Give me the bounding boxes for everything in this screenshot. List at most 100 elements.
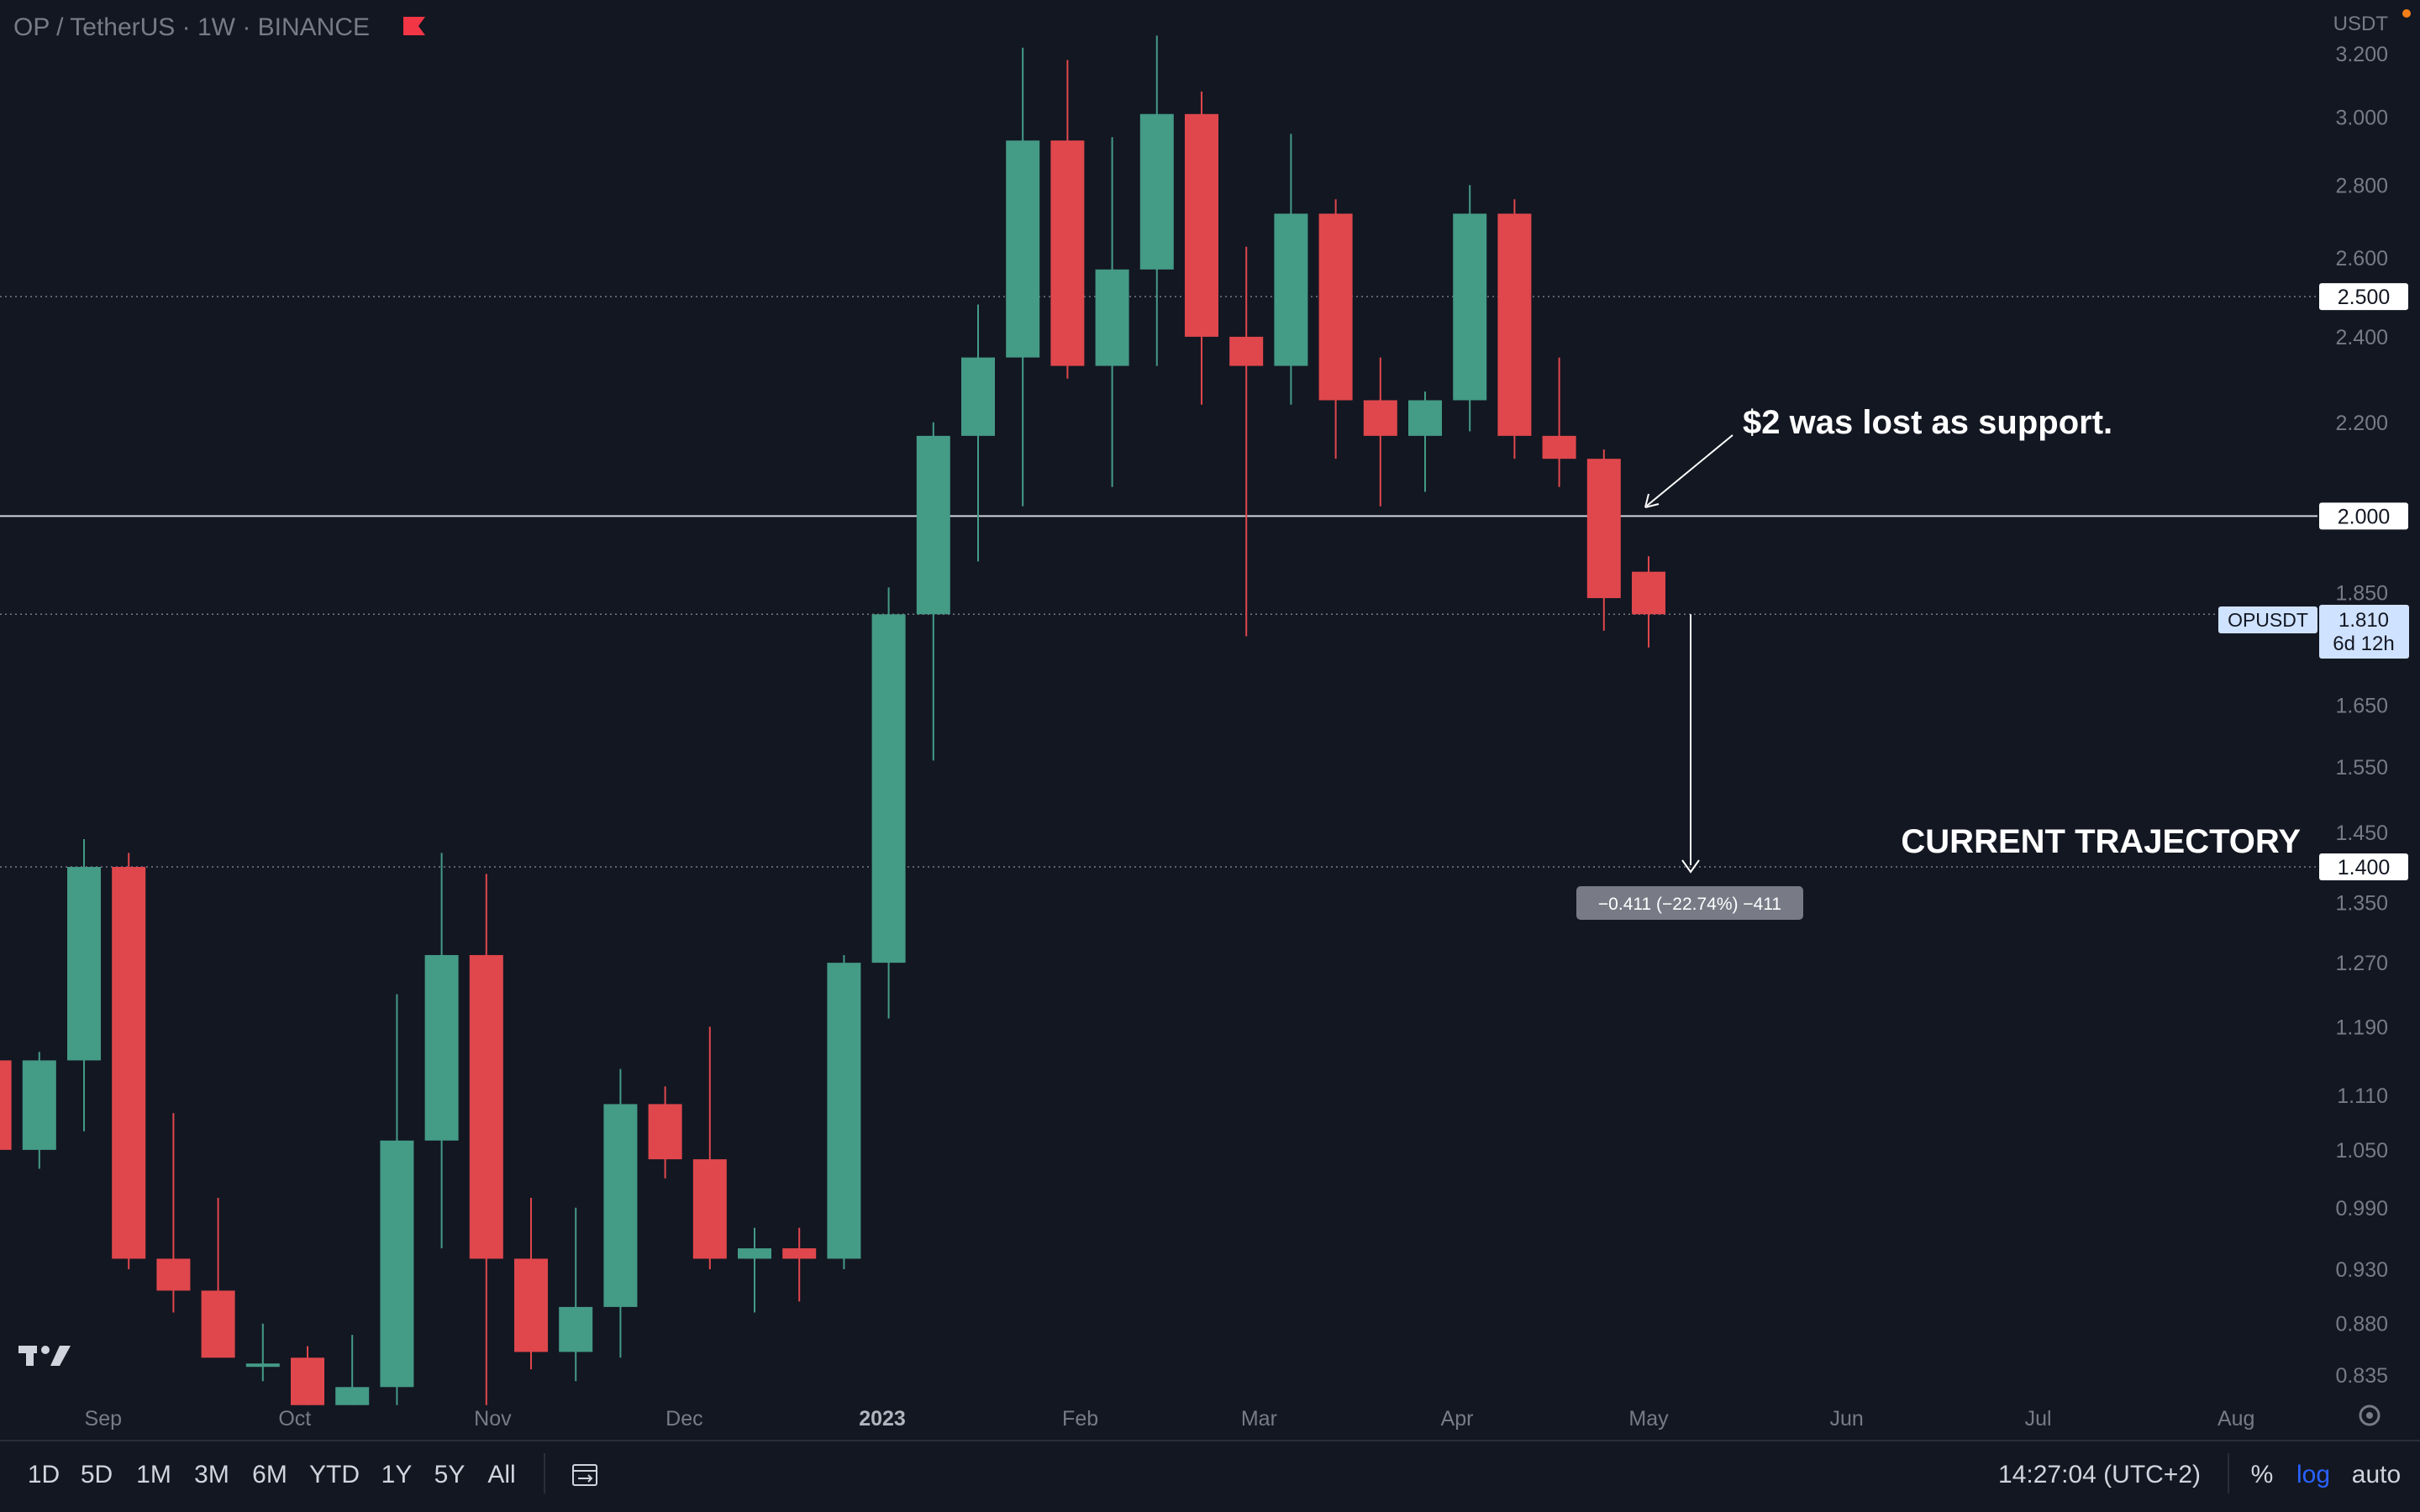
- candle-body: [692, 1159, 727, 1259]
- range-button[interactable]: 1M: [136, 1461, 171, 1488]
- auto-toggle[interactable]: auto: [2352, 1461, 2401, 1488]
- time-tick-label: May: [1628, 1407, 1669, 1431]
- price-tick-label: 0.990: [2335, 1197, 2388, 1221]
- candle-body: [245, 1363, 280, 1368]
- candle-body: [380, 1140, 414, 1388]
- time-tick-label: Apr: [1441, 1407, 1474, 1431]
- candle-body: [603, 1104, 638, 1307]
- time-tick-label: Mar: [1241, 1407, 1277, 1431]
- candle-body: [738, 1248, 771, 1259]
- candle-body: [871, 614, 906, 963]
- symbol-badge-text: OPUSDT: [2228, 609, 2308, 631]
- price-tick-label: 0.835: [2335, 1364, 2388, 1388]
- candle-body: [1095, 269, 1129, 366]
- time-tick-label: Dec: [666, 1407, 702, 1431]
- time-tick-label: Oct: [278, 1407, 311, 1431]
- clock[interactable]: 14:27:04 (UTC+2): [1998, 1461, 2201, 1488]
- range-button[interactable]: 6M: [252, 1461, 287, 1488]
- candle-body: [1006, 140, 1040, 358]
- log-toggle[interactable]: log: [2296, 1461, 2330, 1488]
- tradingview-logo[interactable]: [18, 1346, 71, 1366]
- range-button[interactable]: 5Y: [434, 1461, 466, 1488]
- candle-body: [514, 1258, 548, 1352]
- candle-body: [1050, 140, 1085, 366]
- support-annotation: $2 was lost as support.: [1743, 404, 2112, 441]
- support-arrow-head-icon: [1644, 493, 1660, 508]
- candle-body: [1274, 213, 1308, 366]
- candle-body: [648, 1104, 682, 1160]
- measure-label-box: [1576, 886, 1803, 920]
- price-tick-label: 2.600: [2335, 247, 2388, 270]
- price-tick-label: 1.650: [2335, 695, 2388, 718]
- logo-dot: [41, 1346, 50, 1354]
- price-axis[interactable]: 3.200 3.000 2.800 2.600 2.400 2.200 1.850 1.650…: [2335, 43, 2388, 1388]
- candle-body: [782, 1248, 817, 1259]
- candle-body: [469, 954, 503, 1259]
- price-tick-label: 1.450: [2335, 822, 2388, 845]
- notification-dot-icon: [2402, 9, 2411, 18]
- candle-body: [916, 435, 950, 615]
- candle-body: [1408, 400, 1442, 436]
- trajectory-annotation: CURRENT TRAJECTORY: [1901, 823, 2301, 860]
- price-tick-label: 3.000: [2335, 107, 2388, 130]
- candle-body: [1586, 459, 1621, 599]
- percent-toggle[interactable]: %: [2251, 1461, 2274, 1488]
- range-button[interactable]: 5D: [81, 1461, 113, 1488]
- settings-gear-icon[interactable]: [2359, 1404, 2381, 1426]
- candle-body: [1632, 571, 1665, 615]
- price-tick-label: 1.270: [2335, 952, 2388, 975]
- price-tick-label: 2.400: [2335, 326, 2388, 349]
- candle-body: [291, 1357, 324, 1405]
- candle-body: [559, 1306, 593, 1352]
- candle-body: [0, 1060, 12, 1150]
- candle-body: [112, 867, 146, 1259]
- time-axis[interactable]: Sep Oct Nov Dec 2023 Feb Mar Apr May Jun Jul Aug: [85, 1407, 2255, 1431]
- range-button[interactable]: YTD: [309, 1461, 360, 1488]
- range-button[interactable]: 1D: [28, 1461, 60, 1488]
- candle-body: [1453, 213, 1487, 401]
- candles: [0, 35, 1665, 1405]
- level-label-text: 1.400: [2338, 856, 2391, 879]
- level-label-text: 2.500: [2338, 286, 2391, 309]
- last-price-box: [2319, 605, 2409, 659]
- level-label-text: 2.000: [2338, 505, 2391, 528]
- range-button[interactable]: 3M: [194, 1461, 229, 1488]
- time-tick-label: Sep: [85, 1407, 122, 1431]
- date-range-icon[interactable]: [572, 1464, 597, 1486]
- price-tick-label: 1.050: [2335, 1139, 2388, 1163]
- candle-body: [201, 1290, 235, 1358]
- level-label-box: [2319, 502, 2408, 530]
- time-tick-label: Aug: [2217, 1407, 2254, 1431]
- time-tick-label: Jul: [2025, 1407, 2052, 1431]
- countdown-value: 6d 12h: [2333, 633, 2394, 655]
- time-tick-label: 2023: [859, 1407, 906, 1431]
- support-arrow-line: [1646, 434, 1733, 507]
- time-tick-label: Nov: [474, 1407, 512, 1431]
- price-tick-label: 2.800: [2335, 174, 2388, 197]
- candle-body: [22, 1060, 56, 1150]
- range-button[interactable]: All: [487, 1461, 515, 1488]
- flag-icon[interactable]: [403, 17, 425, 35]
- candle-body: [827, 963, 861, 1259]
- level-label-box: [2319, 853, 2408, 881]
- candle-body: [335, 1387, 370, 1405]
- currency-label[interactable]: USDT: [2333, 13, 2389, 35]
- range-button[interactable]: 1Y: [381, 1461, 413, 1488]
- measure-arrow-head-icon: [1681, 859, 1700, 874]
- time-tick-label: Jun: [1829, 1407, 1863, 1431]
- price-tick-label: 1.350: [2335, 892, 2388, 916]
- candle-body: [424, 954, 459, 1141]
- candle-body: [1497, 213, 1532, 436]
- candle-body: [1318, 213, 1353, 401]
- candle-body: [1185, 113, 1218, 337]
- level-labels: 2.500 2.000 1.400: [2319, 283, 2408, 881]
- last-price-label[interactable]: OPUSDT 1.810 6d 12h: [2218, 605, 2409, 659]
- price-tick-label: 1.110: [2337, 1084, 2388, 1108]
- horizontal-levels: [0, 296, 2317, 868]
- price-tick-label: 3.200: [2335, 43, 2388, 66]
- candle-body: [67, 867, 101, 1061]
- symbol-badge: [2218, 606, 2317, 633]
- last-price-value: 1.810: [2338, 609, 2389, 632]
- annotations: $2 was lost as support. CURRENT TRAJECTO…: [1576, 404, 2301, 920]
